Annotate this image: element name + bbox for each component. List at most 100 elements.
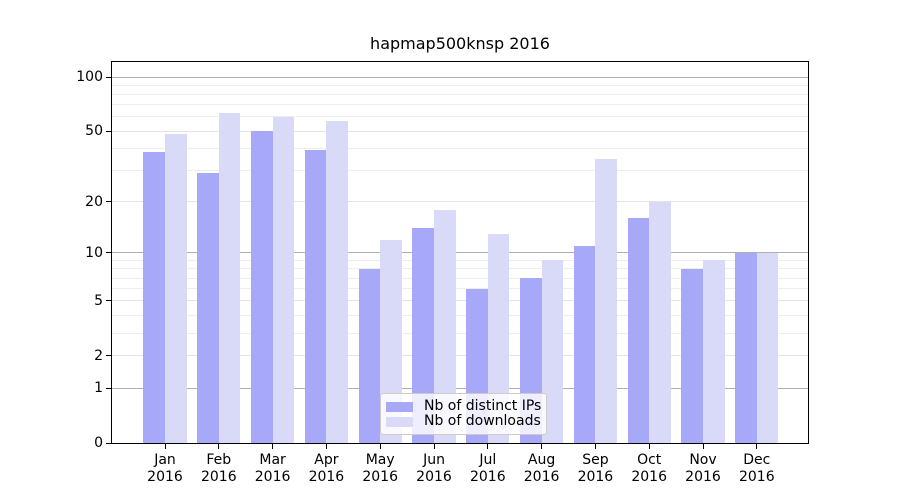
x-tick-label-month: Jul [479,452,497,468]
gridline-minor [112,94,808,95]
y-tick-label: 100 [76,69,103,85]
y-tick-label: 20 [85,193,103,210]
x-tick-label-year: 2016 [200,469,237,485]
x-tick [164,444,166,449]
x-tick-label-year: 2016 [738,469,775,485]
bar-downloads [218,113,241,443]
x-tick-label: Jan 2016 [138,452,192,486]
chart-title: hapmap500knsp 2016 [370,34,550,53]
y-tick-label: 50 [85,123,103,140]
y-tick [106,252,111,254]
legend: Nb of distinct IPs Nb of downloads [380,393,547,435]
x-tick-label-month: Jan [154,452,176,468]
x-tick-label-year: 2016 [416,469,452,485]
bar-distinct-ips [197,173,219,443]
x-tick-label-year: 2016 [469,469,506,485]
y-tick [106,201,111,203]
legend-item-downloads: Nb of downloads [386,413,541,429]
bar-distinct-ips [304,150,327,443]
x-tick-label-year: 2016 [685,469,721,485]
bar-downloads [380,239,402,443]
y-tick-label: 10 [85,244,103,261]
x-tick-label-month: Feb [206,452,232,468]
gridline-minor [112,170,808,172]
x-tick-label-month: Apr [314,452,339,468]
plot-area [111,61,809,444]
gridline-minor [112,148,808,149]
x-tick-label-month: Nov [689,452,717,468]
x-tick-label-year: 2016 [254,469,291,485]
bar-distinct-ips [573,245,596,443]
legend-label-distinct-ips: Nb of distinct IPs [424,398,542,414]
y-tick [106,76,111,78]
bar-downloads [649,201,671,443]
gridline-decade [112,252,808,254]
x-tick-label-year: 2016 [577,469,614,485]
x-tick [541,444,543,449]
bar-distinct-ips [358,268,381,443]
x-tick-label-month: Sep [582,452,609,468]
x-tick [433,444,435,449]
x-tick-label-month: Jun [423,452,445,468]
x-tick [487,444,489,449]
bar-distinct-ips [735,252,757,443]
bar-downloads [326,121,348,443]
y-tick-label: 5 [94,292,103,309]
x-tick-label-year: 2016 [631,469,667,485]
y-tick-label: 0 [94,435,103,451]
x-tick-label: Oct 2016 [622,452,676,486]
x-tick-label-year: 2016 [308,469,345,485]
x-tick-label: Nov 2016 [676,452,730,486]
gridline-minor [112,268,808,270]
legend-label-downloads: Nb of downloads [424,413,541,429]
gridline-minor [112,116,808,118]
bar-downloads [756,252,779,443]
bar-downloads [487,233,510,443]
bar-distinct-ips [412,228,434,443]
bar-downloads [434,209,456,443]
legend-item-distinct-ips: Nb of distinct IPs [386,398,542,414]
gridline-minor [112,104,808,106]
gridline-decade [112,387,808,389]
gridline-minor [112,332,808,334]
x-tick-label-month: Aug [527,452,556,468]
y-tick [106,387,111,389]
x-tick [325,444,327,449]
bar-downloads [595,158,617,443]
legend-swatch-downloads [386,416,413,427]
x-tick-label: Mar 2016 [246,452,300,486]
gridline-major [112,355,808,357]
x-tick [594,444,596,449]
x-tick-label-month: Dec [743,452,771,468]
y-tick [106,130,111,132]
gridline-minor [112,314,808,316]
x-tick-label-month: May [365,452,395,468]
x-tick-label: May 2016 [353,452,407,486]
y-tick [106,442,111,444]
x-tick-label: Dec 2016 [730,452,784,486]
x-tick [648,444,650,449]
x-tick [379,444,381,449]
x-tick [272,444,274,449]
gridline-minor [112,84,808,86]
x-tick [218,444,220,449]
bar-distinct-ips [627,218,650,443]
y-tick-label: 1 [94,380,103,397]
bar-downloads [703,260,725,443]
x-tick-label-month: Oct [637,452,662,468]
x-tick-label-year: 2016 [362,469,398,485]
x-tick-label: Feb 2016 [192,452,246,486]
gridline-minor [112,288,808,290]
bar-distinct-ips [251,131,273,443]
gridline-decade [112,76,808,78]
x-tick-label-year: 2016 [523,469,560,485]
gridline-major [112,130,808,132]
gridline-major [112,300,808,302]
x-tick [702,444,704,449]
x-tick-label: Aug 2016 [515,452,569,486]
gridline-major [112,201,808,203]
x-tick-label-month: Mar [259,452,286,468]
bar-distinct-ips [143,152,165,443]
y-tick [106,300,111,302]
